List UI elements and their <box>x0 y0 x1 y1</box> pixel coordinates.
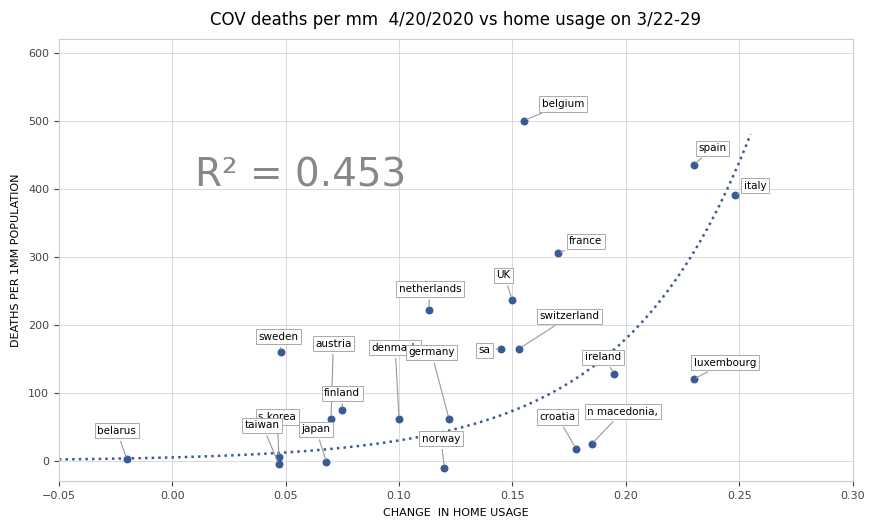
Text: belarus: belarus <box>97 426 137 457</box>
Point <box>421 306 435 314</box>
Text: switzerland: switzerland <box>521 311 600 347</box>
Text: UK: UK <box>497 270 512 297</box>
Point <box>505 295 519 304</box>
Y-axis label: DEATHS PER 1MM POPULATION: DEATHS PER 1MM POPULATION <box>11 174 21 347</box>
Text: n macedonia,: n macedonia, <box>587 407 658 442</box>
Point <box>272 453 286 462</box>
Point <box>336 406 350 414</box>
Text: denmark: denmark <box>371 343 419 416</box>
Point <box>274 348 288 356</box>
Text: luxembourg: luxembourg <box>694 358 756 378</box>
Point <box>272 460 286 469</box>
Point <box>551 249 565 258</box>
Point <box>392 414 406 423</box>
Point <box>585 440 599 448</box>
Text: germany: germany <box>408 348 455 416</box>
Point <box>687 375 701 384</box>
Text: japan: japan <box>301 424 330 460</box>
Text: france: france <box>561 236 603 252</box>
Point <box>569 444 583 453</box>
Point <box>437 463 451 472</box>
Text: sa: sa <box>478 345 498 355</box>
X-axis label: CHANGE  IN HOME USAGE: CHANGE IN HOME USAGE <box>383 508 528 518</box>
Text: s korea: s korea <box>258 412 296 454</box>
Text: belgium: belgium <box>526 99 584 120</box>
Text: norway: norway <box>421 434 460 465</box>
Point <box>728 191 742 200</box>
Title: COV deaths per mm  4/20/2020 vs home usage on 3/22-29: COV deaths per mm 4/20/2020 vs home usag… <box>210 11 702 29</box>
Text: italy: italy <box>738 181 766 194</box>
Text: austria: austria <box>315 339 351 416</box>
Text: spain: spain <box>696 143 726 163</box>
Point <box>512 344 526 353</box>
Point <box>687 161 701 169</box>
Text: R² = 0.453: R² = 0.453 <box>195 156 406 194</box>
Text: ireland: ireland <box>585 352 621 371</box>
Point <box>517 116 531 125</box>
Text: netherlands: netherlands <box>399 284 462 307</box>
Text: croatia: croatia <box>540 412 576 446</box>
Point <box>607 369 621 378</box>
Text: sweden: sweden <box>258 332 299 349</box>
Point <box>320 458 334 467</box>
Point <box>324 414 338 423</box>
Text: finland: finland <box>324 388 360 407</box>
Point <box>442 414 456 423</box>
Point <box>494 344 508 353</box>
Text: taiwan: taiwan <box>245 420 279 462</box>
Point <box>120 455 134 464</box>
